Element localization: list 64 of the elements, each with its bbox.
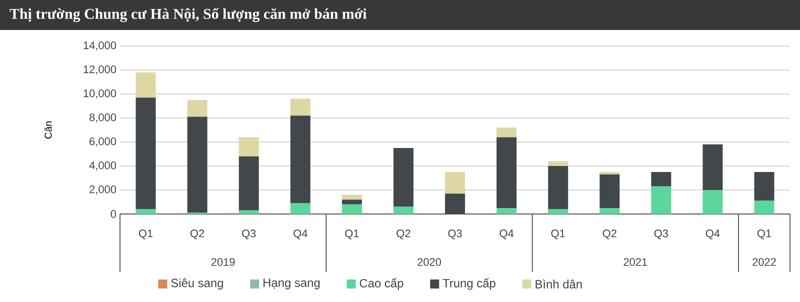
legend-label: Bình dân (536, 280, 582, 288)
bar (238, 137, 259, 156)
bar (290, 98, 310, 116)
bar (136, 98, 156, 210)
bar (342, 194, 362, 200)
x-tick-label: Q3 (654, 230, 668, 240)
y-tick-label: 14,000 (84, 41, 116, 51)
bar (187, 116, 208, 213)
x-tick-label: Q3 (448, 230, 462, 240)
y-tick-label: 12,000 (84, 65, 116, 75)
bar (136, 72, 156, 98)
x-tick-label: Q1 (551, 230, 565, 240)
bar (548, 161, 568, 166)
bar (702, 144, 723, 190)
y-tick-label: 0 (110, 210, 116, 218)
text: 2020 (418, 258, 441, 266)
bar (702, 190, 723, 214)
x-tick-label: Q2 (396, 230, 410, 240)
bar (548, 209, 568, 214)
legend-label: Hạng sang (264, 278, 320, 290)
bar (754, 172, 774, 201)
text: 2019 (211, 258, 235, 266)
y-tick-label: 4,000 (89, 161, 116, 171)
x-tick-label: Q4 (706, 230, 720, 240)
legend-label: Cao cấp (360, 278, 404, 290)
bar (600, 174, 620, 208)
bar (136, 209, 156, 214)
bar (342, 200, 362, 204)
x-tick-label: Q1 (138, 230, 153, 240)
x-tick-label: Q4 (294, 230, 308, 240)
x-tick-label: Q2 (190, 230, 204, 240)
bar (651, 172, 672, 186)
y-axis-title: Căn (44, 122, 52, 139)
bar (496, 128, 517, 138)
y-tick-label: 8,000 (90, 113, 116, 123)
bar (393, 206, 414, 214)
bar (342, 204, 362, 214)
x-tick-label: Q1 (345, 230, 359, 240)
text: 2021 (624, 258, 648, 266)
chart-title: Thị trường Chung cư Hà Nội, Số lượng căn mở bán mới (10, 8, 367, 22)
legend-label: Siêu sang (171, 278, 223, 290)
bar (393, 148, 414, 207)
bar (238, 156, 259, 210)
bar (187, 100, 208, 117)
x-tick-label: Q1 (757, 230, 772, 240)
bar (496, 137, 517, 208)
bar (238, 210, 259, 214)
bar (600, 208, 620, 214)
x-tick-label: Q3 (242, 230, 256, 240)
y-tick-label: 10,000 (84, 89, 116, 99)
y-tick-label: 6,000 (90, 137, 116, 147)
x-tick-label: Q4 (500, 230, 514, 240)
bar (445, 194, 466, 214)
legend-label: Trung cấp (442, 278, 496, 290)
bar (651, 186, 672, 214)
bar (548, 166, 568, 210)
x-tick-label: Q2 (602, 230, 616, 240)
bar (496, 208, 517, 214)
bar (290, 203, 310, 214)
text: 2022 (752, 258, 776, 266)
bar (290, 116, 310, 204)
bar (445, 172, 466, 194)
bar (754, 200, 774, 214)
y-tick-label: 2,000 (90, 185, 116, 195)
